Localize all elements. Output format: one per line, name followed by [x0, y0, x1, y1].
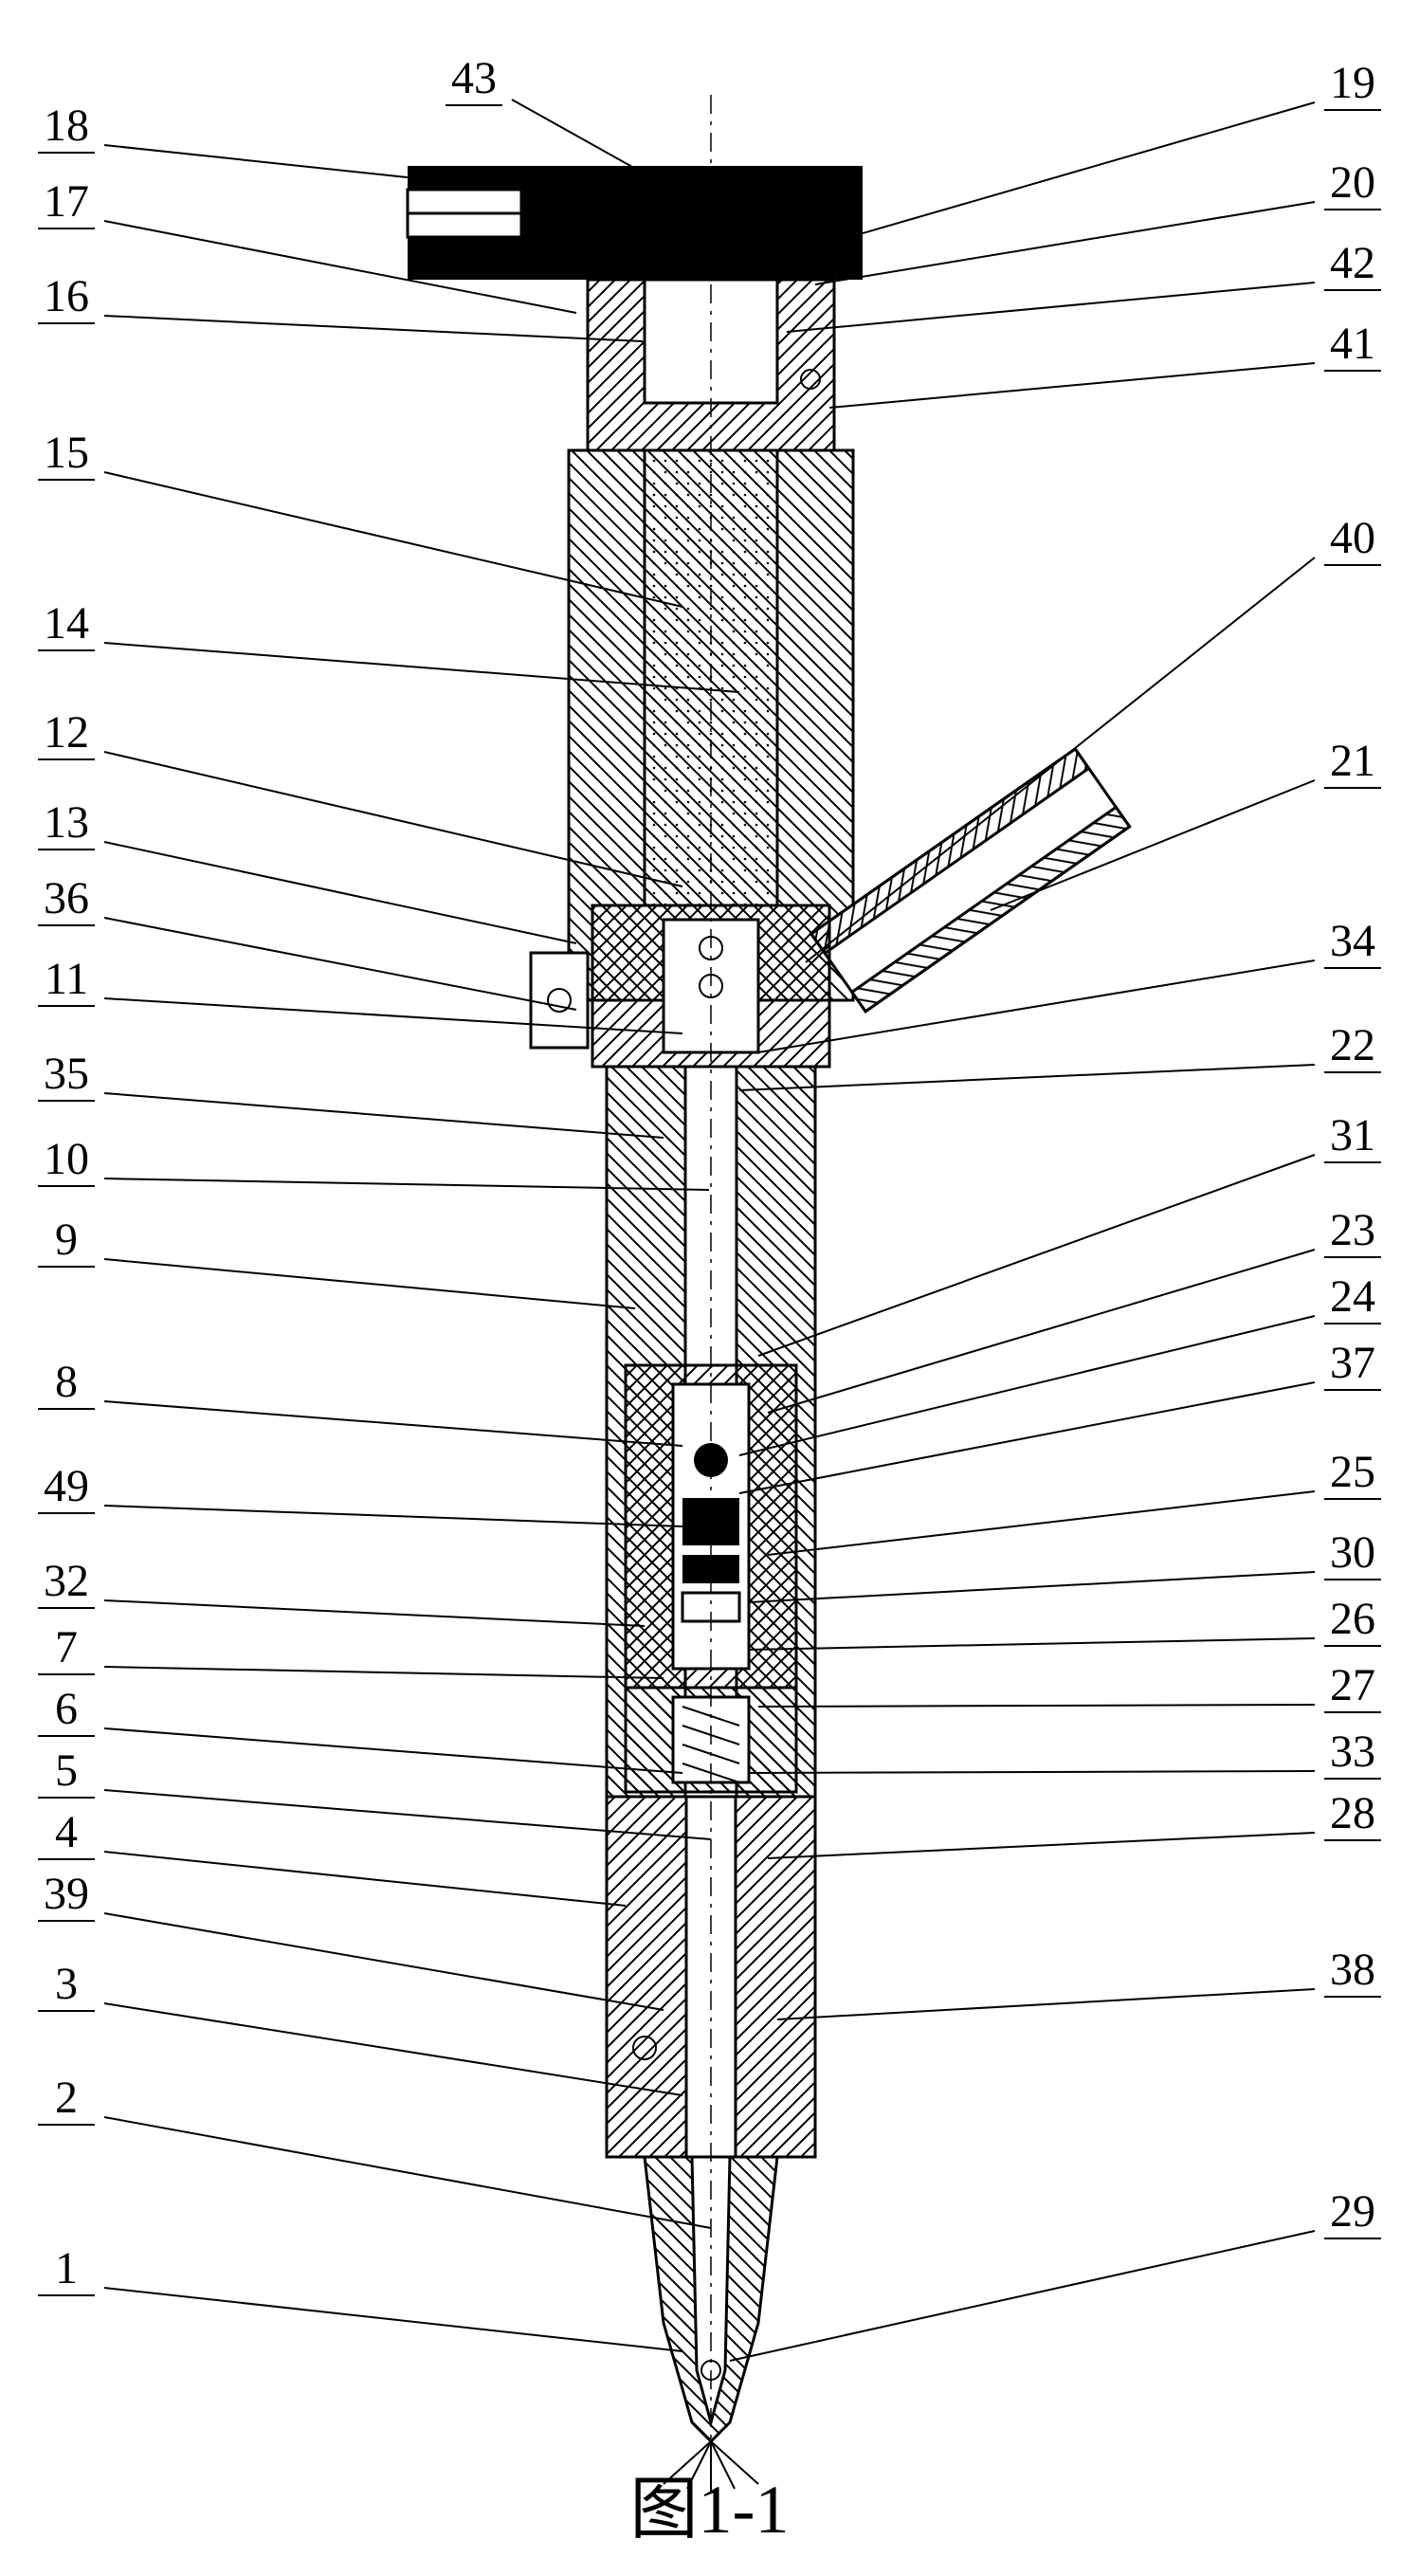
label-5: 5 — [38, 1745, 95, 1799]
label-32: 32 — [38, 1555, 95, 1609]
label-15: 15 — [38, 427, 95, 481]
label-8: 8 — [38, 1356, 95, 1410]
label-24: 24 — [1324, 1270, 1381, 1325]
label-29: 29 — [1324, 2185, 1381, 2239]
label-31: 31 — [1324, 1109, 1381, 1163]
label-35: 35 — [38, 1048, 95, 1102]
label-22: 22 — [1324, 1019, 1381, 1073]
label-42: 42 — [1324, 237, 1381, 291]
label-38: 38 — [1324, 1944, 1381, 1998]
label-4: 4 — [38, 1806, 95, 1860]
label-17: 17 — [38, 175, 95, 229]
label-11: 11 — [38, 953, 95, 1007]
label-25: 25 — [1324, 1446, 1381, 1500]
label-33: 33 — [1324, 1726, 1381, 1780]
label-41: 41 — [1324, 318, 1381, 372]
label-2: 2 — [38, 2072, 95, 2126]
label-10: 10 — [38, 1133, 95, 1187]
label-3: 3 — [38, 1958, 95, 2012]
label-23: 23 — [1324, 1204, 1381, 1258]
label-26: 26 — [1324, 1593, 1381, 1647]
label-12: 12 — [38, 706, 95, 760]
label-28: 28 — [1324, 1787, 1381, 1841]
label-39: 39 — [38, 1868, 95, 1922]
label-37: 37 — [1324, 1337, 1381, 1391]
label-14: 14 — [38, 597, 95, 651]
label-30: 30 — [1324, 1526, 1381, 1580]
label-16: 16 — [38, 270, 95, 324]
label-40: 40 — [1324, 512, 1381, 566]
label-18: 18 — [38, 100, 95, 154]
diagram-root: 43 图1-1 — [0, 0, 1419, 2576]
injector-cross-section — [0, 0, 1419, 2576]
label-21: 21 — [1324, 735, 1381, 789]
label-36: 36 — [38, 872, 95, 926]
label-1: 1 — [38, 2242, 95, 2296]
label-20: 20 — [1324, 156, 1381, 210]
label-13: 13 — [38, 796, 95, 850]
label-43: 43 — [446, 52, 502, 106]
label-6: 6 — [38, 1683, 95, 1737]
label-9: 9 — [38, 1214, 95, 1268]
label-49: 49 — [38, 1460, 95, 1514]
label-34: 34 — [1324, 915, 1381, 969]
label-27: 27 — [1324, 1659, 1381, 1713]
label-7: 7 — [38, 1621, 95, 1675]
figure-caption: 图1-1 — [630, 2453, 790, 2552]
label-19: 19 — [1324, 57, 1381, 111]
